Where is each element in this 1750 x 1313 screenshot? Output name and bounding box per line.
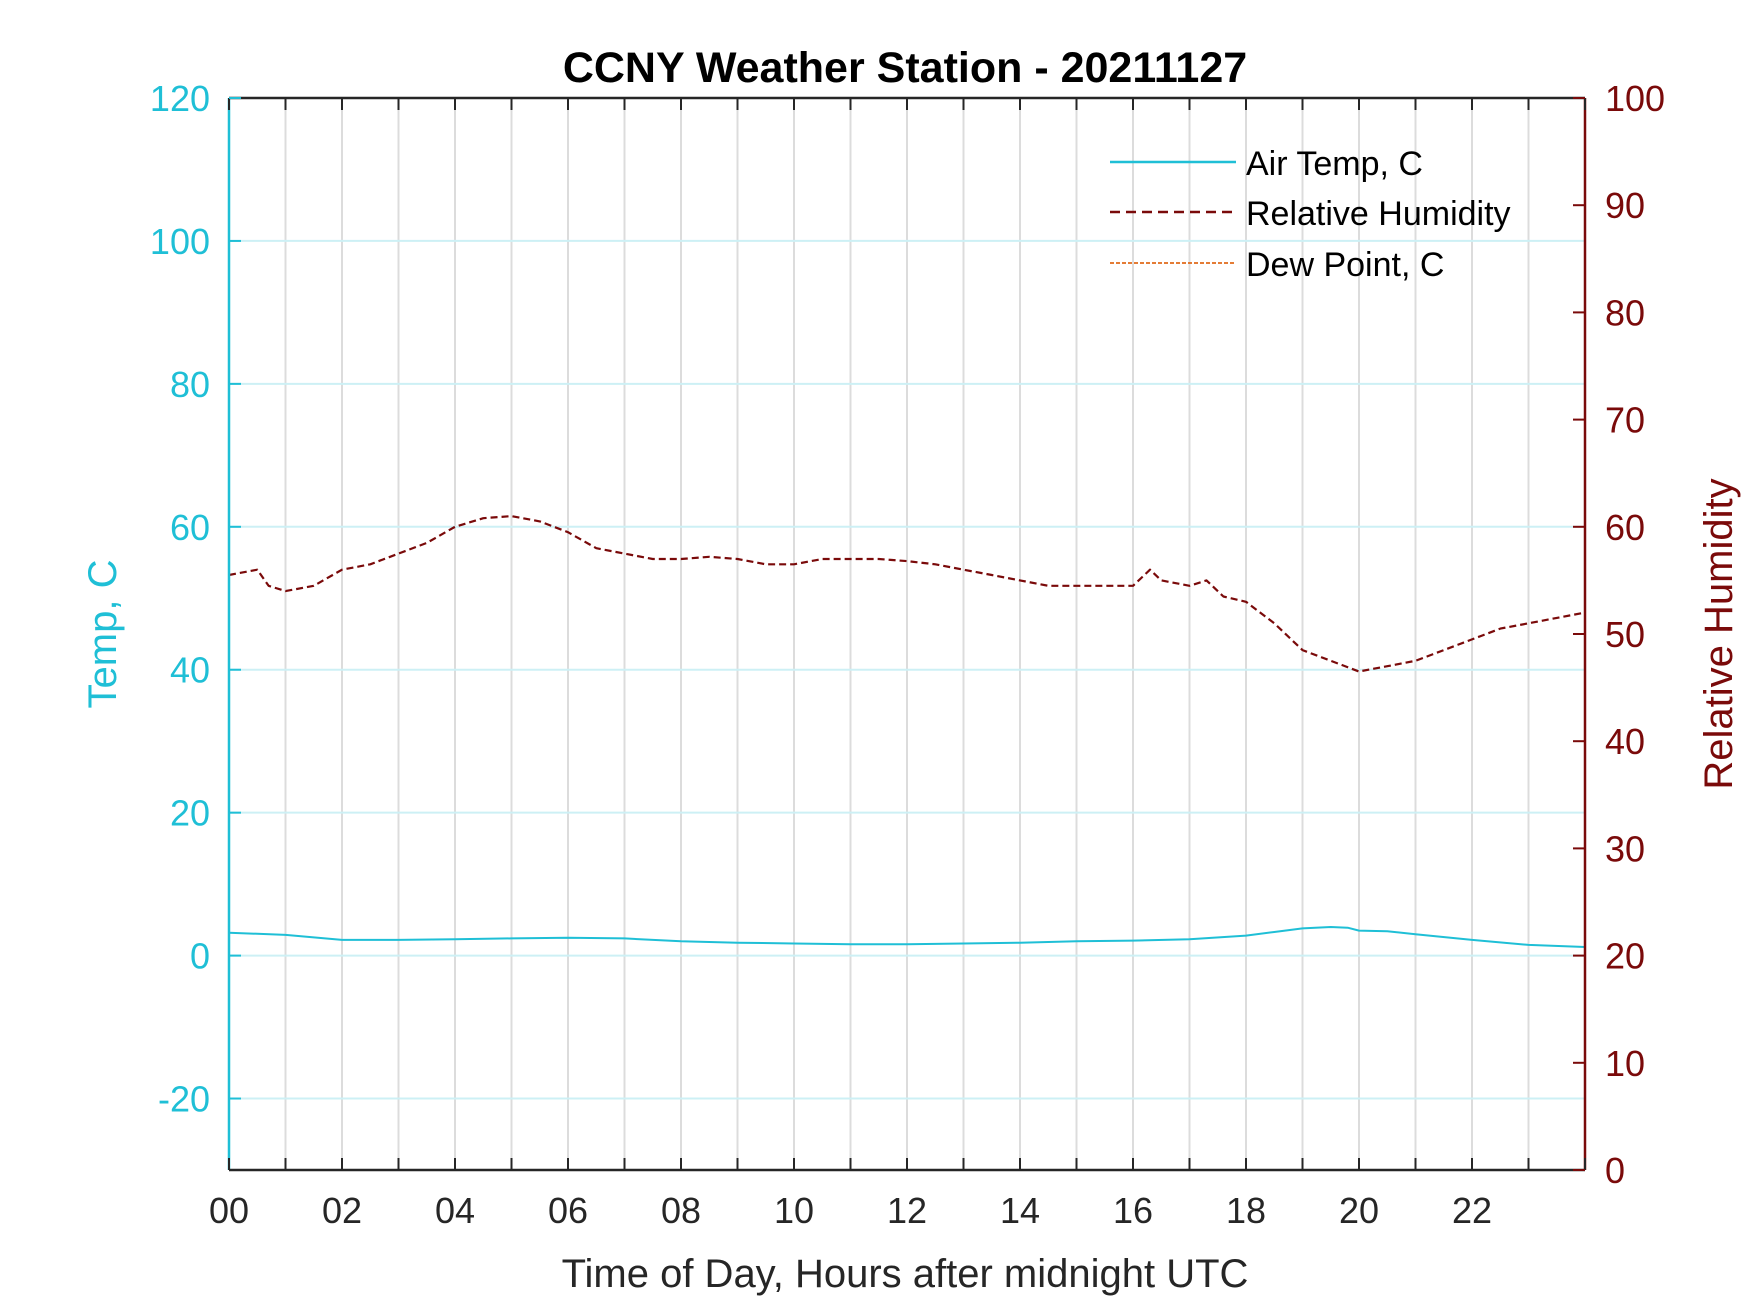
y-right-tick-label: 10 [1605,1043,1645,1084]
x-tick-label: 22 [1452,1190,1492,1231]
x-tick-label: 08 [661,1190,701,1231]
x-tick-label: 00 [209,1190,249,1231]
x-tick-label: 06 [548,1190,588,1231]
x-tick-label: 14 [1000,1190,1040,1231]
x-tick-label: 16 [1113,1190,1153,1231]
series-air-temp-line [228,926,1586,948]
x-tick-label: 18 [1226,1190,1266,1231]
y-right-tick-label: 0 [1605,1150,1625,1191]
y-right-tick-label: 90 [1605,185,1645,226]
x-tick-label: 10 [774,1190,814,1231]
y-right-tick-label: 50 [1605,614,1645,655]
x-tick-label: 04 [435,1190,475,1231]
y-left-tick-label: 80 [170,364,210,405]
y-left-tick-label: 60 [170,507,210,548]
y-right-tick-label: 70 [1605,400,1645,441]
x-tick-label: 02 [322,1190,362,1231]
y-right-tick-label: 60 [1605,507,1645,548]
y-right-tick-label: 20 [1605,936,1645,977]
x-axis-label: Time of Day, Hours after midnight UTC [562,1252,1249,1296]
legend-label-dew-point: Dew Point, C [1246,246,1444,284]
grid-lines [229,98,1585,1170]
plot-series [228,514,1586,948]
y-axis-left-label: Temp, C [81,560,125,709]
y-left-tick-label: 100 [150,221,210,262]
y-left-tick-label: -20 [158,1079,210,1120]
y-right-tick-label: 40 [1605,721,1645,762]
axes [227,96,1587,1172]
y-left-tick-label: 120 [150,78,210,119]
y-right-tick-label: 30 [1605,828,1645,869]
legend-label-relative-humidity: Relative Humidity [1246,195,1511,233]
x-tick-label: 12 [887,1190,927,1231]
y-right-tick-label: 100 [1605,78,1665,119]
tick-labels: 00 02 04 06 08 10 12 14 16 18 20 22-200204060801001… [150,78,1665,1231]
y-axis-right-label: Relative Humidity [1697,478,1741,789]
y-left-tick-label: 40 [170,650,210,691]
series-relative-humidity-line [228,514,1586,673]
y-left-tick-label: 0 [190,936,210,977]
legend: Air Temp, C Relative Humidity Dew Point,… [1110,145,1511,284]
legend-label-air-temp: Air Temp, C [1246,145,1423,183]
x-tick-label: 20 [1339,1190,1379,1231]
y-right-tick-label: 80 [1605,292,1645,333]
chart-title: CCNY Weather Station - 20211127 [563,44,1247,92]
y-left-tick-label: 20 [170,793,210,834]
